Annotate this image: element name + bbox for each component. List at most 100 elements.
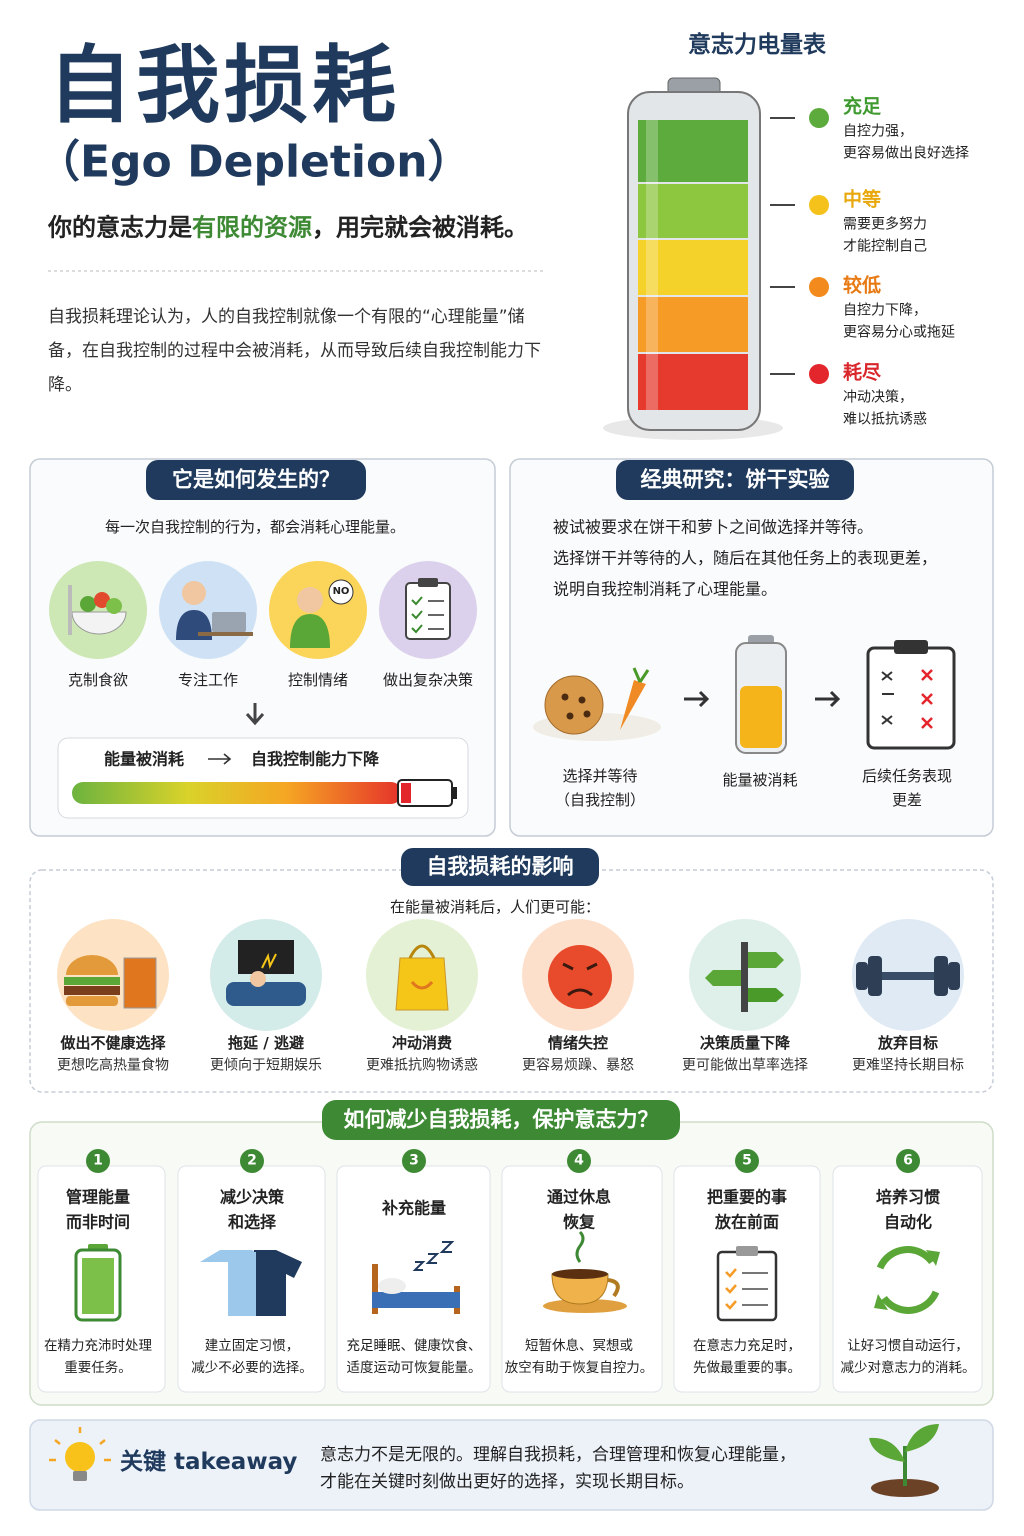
effect-icons (948, 962, 960, 990)
level-desc: 更容易做出良好选择 (843, 145, 969, 162)
item-label: 做出复杂决策 (382, 671, 474, 689)
how-icons (212, 612, 246, 632)
effect-icons (856, 962, 868, 990)
effect-icons (66, 955, 118, 975)
tagline: 你的意志力是有限的资源，用完就会被消耗。 (48, 214, 528, 243)
tip-desc: 放空有助于恢复自控力。 (504, 1359, 654, 1376)
tip-badges (567, 1149, 591, 1173)
effect-title: 放弃目标 (877, 1034, 939, 1052)
tip-desc: 短暂休息、冥想或 (525, 1337, 633, 1354)
tip-number: 4 (574, 1152, 584, 1169)
effect-icons (748, 952, 784, 968)
battery-graphic (638, 120, 748, 182)
tip-title: 放在前面 (714, 1212, 780, 1232)
how-icons (328, 579, 354, 605)
tip-badges (240, 1149, 264, 1173)
how-icons (49, 561, 477, 819)
battery-graphic (638, 240, 748, 295)
tip-desc: 在意志力充足时， (693, 1337, 801, 1354)
study-icons (740, 686, 782, 748)
panel-frames (29, 1419, 994, 1511)
step-label: 能量被消耗 (722, 771, 798, 789)
tip-badges (735, 1149, 759, 1173)
tip-icons (378, 1278, 406, 1294)
battery-graphic (809, 108, 829, 128)
how-icons (182, 581, 206, 605)
tip-title: 而非时间 (65, 1212, 131, 1232)
how-icons (49, 561, 147, 659)
tip-badges (402, 1149, 426, 1173)
how-icons (418, 578, 438, 587)
battery-graphic (809, 364, 829, 384)
effect-desc: 更容易烦躁、暴怒 (522, 1057, 634, 1074)
effect-title: 做出不健康选择 (60, 1034, 166, 1052)
study-line: 选择饼干并等待的人，随后在其他任务上的表现更差， (553, 548, 938, 568)
takeaway-line: 才能在关键时刻做出更好的选择，实现长期目标。 (320, 1471, 694, 1492)
battery-graphic (638, 184, 748, 238)
section-title: 它是如何发生的？ (172, 467, 340, 492)
effect-icons (64, 986, 120, 995)
effect-desc: 更难抵抗购物诱惑 (366, 1057, 478, 1074)
study-icons (620, 680, 646, 730)
takeaway-icons (49, 1427, 111, 1462)
how-icons (198, 632, 253, 636)
effect-icons (57, 919, 964, 1031)
tip-icons (543, 1299, 627, 1313)
tip-title: 恢复 (562, 1212, 596, 1232)
how-icons (290, 614, 330, 648)
effect-title: 决策质量下降 (699, 1034, 791, 1052)
effect-icons (868, 956, 882, 996)
how-icons (159, 561, 257, 659)
effect-desc: 更想吃高热量食物 (57, 1057, 169, 1074)
tip-desc: 适度运动可恢复能量。 (346, 1359, 482, 1376)
title-pills (616, 460, 854, 500)
item-label: 克制食欲 (67, 671, 129, 689)
effect-icons (261, 952, 277, 970)
flow-text: 自我控制能力下降 (250, 749, 380, 769)
item-label: 控制情绪 (287, 671, 349, 689)
effect-desc: 更倾向于短期娱乐 (210, 1057, 322, 1074)
tip-icons (874, 1250, 940, 1310)
study-line: 说明自我控制消耗了心理能量。 (553, 579, 778, 599)
study-icons (632, 667, 650, 683)
tip-title: 和选择 (227, 1212, 277, 1232)
study-icons (684, 690, 710, 708)
effect-icons (562, 962, 598, 997)
tip-icons (74, 1230, 940, 1322)
battery-graphic (638, 297, 748, 352)
study-icons (544, 675, 604, 735)
how-icons (428, 600, 444, 630)
tip-number: 1 (93, 1152, 103, 1169)
tip-badges (86, 1149, 110, 1173)
tagline-part: 你的意志力是 (48, 213, 192, 242)
how-icons (106, 598, 122, 614)
tip-number: 5 (742, 1152, 752, 1169)
step-label: 选择并等待 (562, 767, 638, 785)
level-desc: 自控力强， (843, 123, 913, 140)
effect-icons (210, 919, 322, 1031)
how-icons (71, 611, 127, 635)
study-icons (921, 669, 933, 729)
level-desc: 难以抵抗诱惑 (843, 411, 927, 428)
study-icons (815, 690, 841, 708)
section-title: 如何减少自我损耗，保护意志力？ (343, 1107, 659, 1132)
level-desc: 冲动决策， (843, 389, 913, 406)
how-icons (452, 787, 457, 799)
how-icons (401, 783, 411, 803)
icon-text: NO (332, 586, 350, 597)
tip-desc: 减少不必要的选择。 (191, 1359, 313, 1376)
flow-text: 能量被消耗 (103, 749, 185, 769)
how-icons (80, 596, 96, 612)
tip-icons (412, 1241, 455, 1271)
tip-title: 把重要的事 (706, 1187, 788, 1207)
effect-icons (64, 977, 120, 985)
battery-graphic (638, 354, 748, 410)
tip-icons (736, 1246, 758, 1256)
effect-icons (238, 940, 294, 974)
tip-title: 管理能量 (65, 1187, 131, 1207)
title-pills (146, 460, 854, 1140)
how-icons (411, 596, 423, 634)
level-label: 耗尽 (843, 361, 882, 384)
how-icons (405, 582, 451, 640)
